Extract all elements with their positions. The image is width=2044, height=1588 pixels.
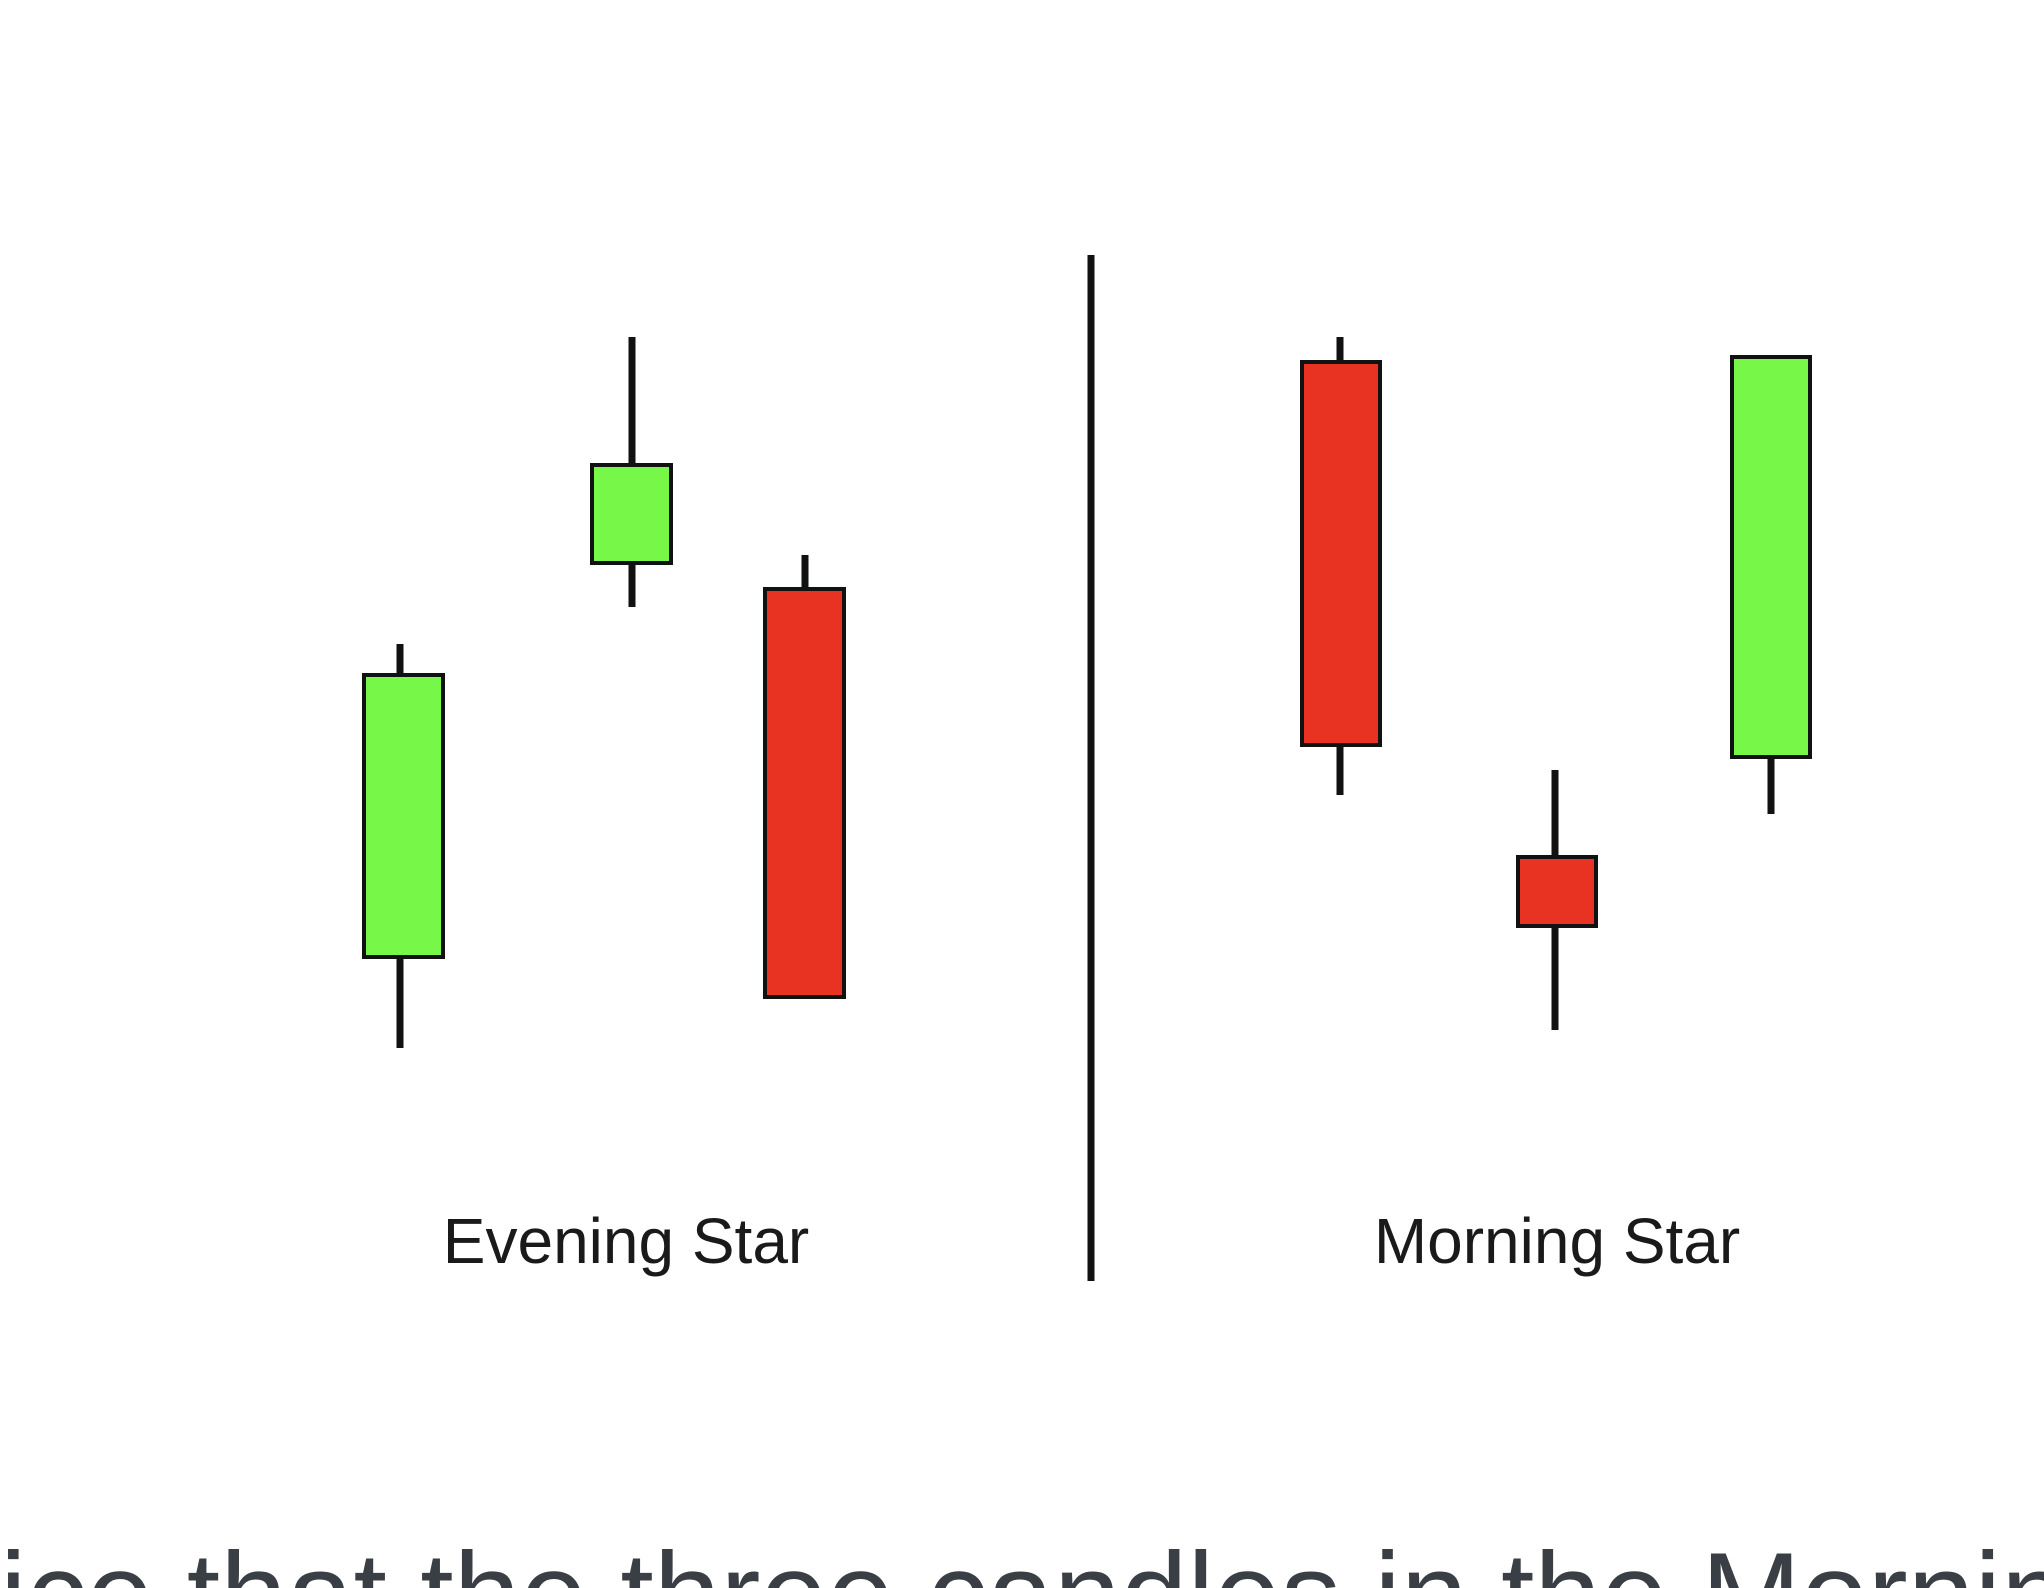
morning-star-candle-2 xyxy=(1516,770,1598,1030)
evening-star-candle-3 xyxy=(763,555,846,999)
evening-star-candle-2 xyxy=(590,337,673,607)
morning-star-candle-3 xyxy=(1730,355,1812,814)
candle-body xyxy=(362,673,445,959)
evening-star-candle-1 xyxy=(362,644,445,1048)
candle-body xyxy=(763,587,846,999)
candle-body xyxy=(590,463,673,565)
evening-star-pattern: Evening Star xyxy=(362,337,846,1277)
candle-body xyxy=(1516,855,1598,928)
candle-body xyxy=(1730,355,1812,759)
morning-star-candle-1 xyxy=(1300,337,1382,795)
caption-text: ice that the three candles in the Mornin… xyxy=(0,1535,2044,1588)
evening-star-label: Evening Star xyxy=(443,1205,809,1277)
morning-star-label: Morning Star xyxy=(1374,1205,1740,1277)
candle-body xyxy=(1300,360,1382,747)
morning-star-pattern: Morning Star xyxy=(1300,337,1812,1277)
